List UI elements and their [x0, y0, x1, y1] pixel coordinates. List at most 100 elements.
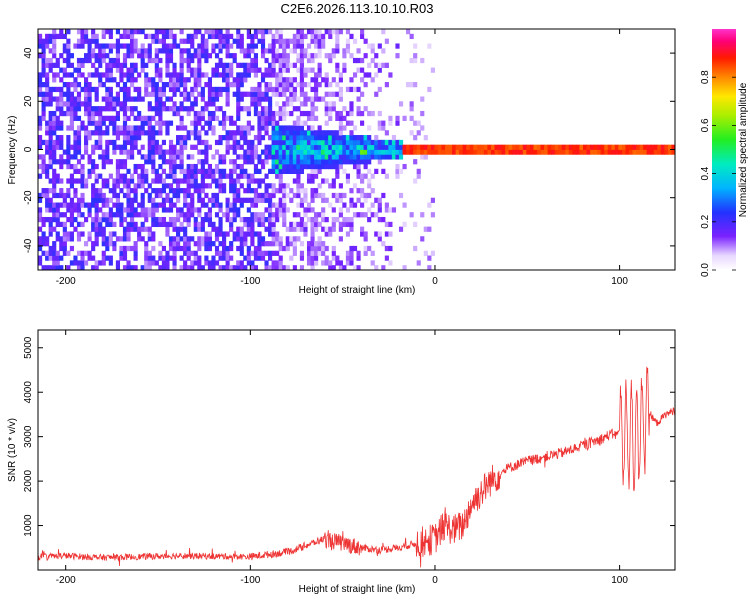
spectrogram-cell — [296, 212, 301, 218]
spectrogram-cell — [112, 245, 117, 252]
spectrogram-cell — [299, 163, 305, 170]
spectrogram-cell — [229, 221, 234, 228]
spectrogram-cell — [94, 120, 99, 126]
spectrogram-cell — [306, 67, 312, 73]
spectrogram-cell — [398, 226, 404, 232]
spectrogram-cell — [317, 221, 322, 228]
spectrogram-cell — [268, 29, 273, 35]
spectrogram-cell — [122, 29, 128, 35]
spectrogram-cell — [204, 106, 209, 112]
spectrogram-cell — [101, 82, 106, 88]
spectrogram-cell — [236, 38, 241, 44]
spectrogram-cell — [377, 207, 382, 213]
spectrogram-cell — [356, 188, 361, 194]
spectrogram-cell — [48, 149, 53, 155]
spectrogram-cell — [246, 231, 251, 237]
spectrogram-cell — [260, 106, 266, 112]
spectrogram-cell — [243, 173, 248, 179]
spectrogram-cell — [356, 212, 361, 218]
spectrogram-cell — [193, 207, 198, 213]
spectrogram-cell — [176, 241, 181, 247]
spectrogram-cell — [193, 241, 198, 247]
spectrogram-cell — [310, 115, 315, 121]
spectrogram-cell — [52, 29, 57, 35]
spectrogram-cell — [105, 115, 110, 121]
spectrogram-cell — [363, 197, 368, 203]
spectrogram-cell — [653, 144, 658, 150]
spectrogram-cell — [62, 91, 67, 97]
spectrogram-cell — [140, 120, 145, 126]
spectrogram-cell — [257, 130, 262, 136]
spectrogram-cell — [190, 163, 195, 170]
spectrogram-cell — [133, 168, 138, 174]
spectrogram-cell — [69, 82, 74, 88]
spectrogram-cell — [522, 144, 527, 150]
spectrogram-cell — [232, 197, 237, 203]
spectrogram-cell — [271, 231, 276, 237]
spectrogram-cell — [87, 255, 92, 261]
spectrogram-cell — [229, 178, 234, 184]
spectrogram-cell — [130, 226, 135, 232]
spectrogram-cell — [87, 212, 92, 218]
spectrogram-cell — [246, 48, 251, 54]
spectrogram-cell — [69, 221, 74, 228]
spectrogram-cell — [154, 33, 159, 40]
spectrogram-cell — [48, 130, 53, 136]
spectrogram-cell — [207, 260, 213, 266]
spectrogram-cell — [66, 125, 71, 131]
spectrogram-cell — [73, 77, 78, 83]
spectrogram-cell — [296, 106, 301, 112]
spectrogram-cell — [250, 101, 255, 107]
spectrogram-cell — [289, 110, 294, 117]
spectrogram-cell — [232, 149, 237, 155]
spectrogram-cell — [158, 163, 163, 170]
spectrogram-cell — [38, 144, 43, 150]
spectrogram-cell — [345, 221, 351, 228]
spectrogram-cell — [52, 178, 57, 184]
spectrogram-cell — [268, 120, 273, 126]
spectrogram-cell — [66, 135, 71, 141]
spectrogram-cell — [38, 53, 43, 59]
spectrogram-cell — [271, 202, 276, 208]
spectrogram-cell — [275, 29, 280, 35]
spectrogram-cell — [73, 130, 78, 136]
spectrogram-cell — [278, 91, 283, 97]
spectrogram-cell — [76, 265, 82, 270]
spectrogram-cell — [80, 86, 85, 93]
spectrogram-cell — [119, 255, 124, 261]
spectrogram-cell — [80, 43, 85, 49]
spectrogram-cell — [126, 77, 131, 83]
spectrogram-cell — [268, 241, 273, 247]
spectrogram-cell — [151, 163, 156, 170]
spectrogram-cell — [73, 202, 78, 208]
spectrogram-cell — [317, 48, 322, 54]
spectrogram-cell — [122, 173, 128, 179]
spectrogram-cell — [48, 57, 53, 64]
spectrogram-cell — [314, 163, 319, 170]
spectrogram-cell — [628, 144, 634, 150]
spectrogram-cell — [186, 202, 191, 208]
spectrogram-cell — [69, 207, 74, 213]
spectrogram-cell — [345, 159, 351, 165]
spectrogram-cell — [190, 53, 195, 59]
colorbar-ticks: 0.00.20.40.60.8 — [700, 70, 736, 277]
spectrogram-cell — [105, 144, 110, 150]
spectrogram-cell — [130, 29, 135, 35]
spectrogram-cell — [80, 62, 85, 68]
spectrogram-cell — [197, 221, 202, 228]
spectrogram-cell — [643, 149, 648, 155]
spectrogram-cell — [310, 96, 315, 102]
spectrogram-cell — [551, 149, 556, 155]
spectrogram-cell — [278, 188, 283, 194]
spectrogram-cell — [427, 149, 432, 155]
spectrogram-cell — [239, 265, 244, 270]
spectrogram-cell — [367, 207, 372, 213]
spectrogram-cell — [275, 53, 280, 59]
spectrogram-cell — [147, 82, 152, 88]
spectrogram-cell — [101, 106, 106, 112]
spectrogram-cell — [214, 86, 220, 93]
spectrogram-cell — [285, 86, 290, 93]
spectrogram-cell — [158, 67, 163, 73]
spectrogram-cell — [204, 192, 209, 199]
spectrogram-cell — [345, 231, 351, 237]
